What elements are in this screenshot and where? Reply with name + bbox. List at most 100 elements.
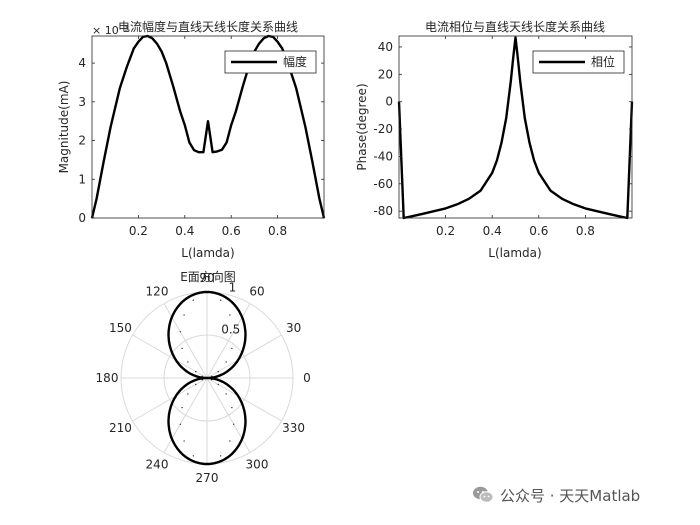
polar-data-point (192, 299, 194, 301)
phase-data-point (510, 80, 512, 82)
phase-x-axis-label: L(lamda) (488, 246, 541, 260)
polar-data-point (206, 377, 208, 379)
magnitude-data-point (300, 107, 302, 109)
polar-data-point (217, 383, 219, 385)
magnitude-data-point (221, 149, 223, 151)
magnitude-legend-label: 幅度 (283, 54, 307, 69)
magnitude-data-point (272, 36, 274, 38)
phase-data-point (517, 57, 519, 59)
polar-data-point (231, 347, 233, 349)
polar-spoke (132, 377, 208, 422)
polar-radial-label: 1 (229, 280, 237, 294)
magnitude-data-point (207, 120, 209, 122)
magnitude-x-axis-label: L(lamda) (181, 246, 234, 260)
polar-data-point (179, 331, 181, 333)
phase-y-axis-label: Phase(degree) (355, 83, 369, 170)
magnitude-y-tick-label: 0 (78, 211, 86, 225)
magnitude-data-point (311, 161, 313, 163)
polar-data-point (231, 407, 233, 409)
polar-spoke (163, 303, 208, 379)
magnitude-x-tick-label: 0.4 (175, 224, 194, 238)
phase-data-point (500, 142, 503, 144)
polar-data-point (206, 291, 208, 293)
phase-y-tick-label: -80 (373, 204, 393, 218)
wechat-icon (473, 486, 494, 503)
phase-data-point (533, 159, 535, 162)
polar-spoke (206, 303, 251, 379)
polar-data-point (181, 407, 183, 409)
polar-angle-label: 90 (199, 271, 214, 285)
phase-x-tick-label: 0.2 (436, 224, 455, 238)
polar-data-point (195, 371, 197, 373)
phase-chart-title: 电流相位与直线天线长度关系曲线 (425, 19, 605, 34)
magnitude-data-point (110, 126, 112, 128)
magnitude-y-tick-label: 4 (78, 56, 86, 70)
polar-plot-area (167, 290, 247, 466)
polar-data-point (233, 331, 235, 333)
magnitude-x-tick-label: 0.8 (268, 224, 287, 238)
watermark: 公众号 · 天天Matlab (472, 484, 640, 506)
phase-data-point (480, 190, 482, 192)
phase-data-point (528, 142, 531, 144)
polar-data-point (229, 314, 231, 316)
polar-angle-label: 240 (146, 458, 169, 472)
polar-spoke (206, 377, 282, 422)
magnitude-ticks: 0.2 0.4 0.6 0.8 0 1 2 3 4 (78, 36, 324, 238)
polar-angle-label: 120 (146, 284, 169, 298)
polar-angle-label: 330 (282, 421, 305, 435)
phase-y-tick-label: -20 (373, 122, 393, 136)
phase-data-point (549, 190, 552, 192)
magnitude-data-point (156, 43, 158, 45)
magnitude-data-point (151, 37, 153, 39)
magnitude-subplot: 0.2 0.4 0.6 0.8 0 1 2 3 4 × 10⁻³ 电流幅度与直线天线长度关系曲线… (57, 19, 326, 260)
polar-subplot: E面方向图 0 30 60 90 120 150 180 210 240 270 300 330 0.5… (96, 269, 311, 485)
phase-data-point (514, 36, 517, 39)
polar-grid (120, 291, 294, 465)
polar-data-point (211, 379, 213, 381)
phase-data-point (619, 216, 622, 218)
magnitude-data-point (172, 85, 174, 87)
magnitude-data-point (212, 151, 214, 153)
polar-spoke (163, 377, 208, 453)
phase-data-point (421, 213, 423, 215)
magnitude-data-point (126, 66, 128, 68)
magnitude-data-point (258, 43, 260, 45)
phase-legend: 相位 (532, 50, 625, 74)
polar-spoke (206, 334, 282, 379)
phase-data-point (608, 213, 610, 215)
magnitude-data-point (165, 62, 167, 64)
magnitude-data-point (179, 110, 181, 113)
phase-data-point (410, 216, 412, 218)
polar-data-point (201, 379, 203, 381)
polar-spoke (206, 377, 251, 453)
polar-data-point (225, 393, 227, 395)
phase-x-tick-label: 0.6 (529, 224, 548, 238)
polar-data-point (183, 440, 185, 442)
magnitude-axes-box (91, 35, 325, 219)
magnitude-data-point (119, 87, 121, 89)
phase-y-tick-label: 20 (378, 67, 393, 81)
polar-data-point (206, 463, 208, 465)
polar-angle-label: 270 (196, 471, 219, 485)
magnitude-data-point (198, 151, 200, 153)
polar-angle-label: 300 (246, 458, 269, 472)
phase-data-point (596, 210, 598, 212)
magnitude-data-point (216, 150, 218, 152)
phase-data-point (561, 198, 563, 200)
polar-data-point (183, 314, 185, 316)
magnitude-data-point (242, 85, 244, 87)
polar-data-point (195, 383, 197, 385)
phase-x-tick-label: 0.4 (483, 224, 502, 238)
magnitude-plot-area (90, 34, 326, 219)
magnitude-data-point (263, 37, 265, 39)
magnitude-exponent-label: × 10⁻³ (92, 24, 129, 37)
phase-x-tick-label: 0.8 (576, 224, 595, 238)
magnitude-data-point (277, 41, 279, 43)
polar-data-point (201, 375, 203, 377)
polar-data-point (211, 375, 213, 377)
magnitude-y-tick-label: 3 (78, 95, 86, 109)
polar-angle-label: 30 (286, 321, 301, 335)
magnitude-data-point (304, 126, 306, 128)
phase-data-point (491, 172, 493, 174)
